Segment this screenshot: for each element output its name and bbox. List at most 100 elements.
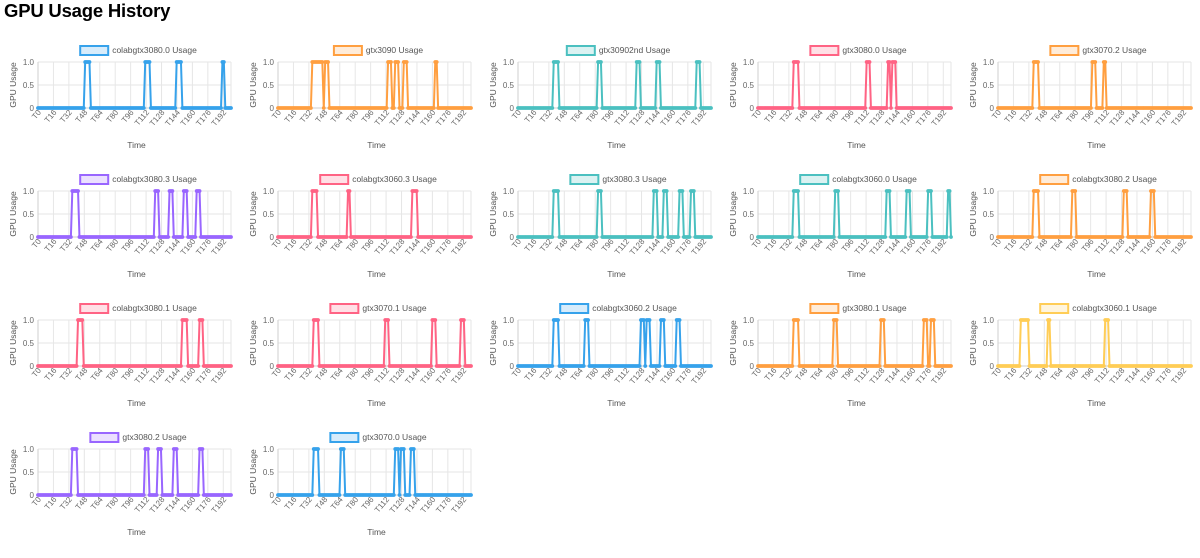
data-point <box>594 235 599 239</box>
x-tick-label: T80 <box>584 237 600 254</box>
x-tick-label: T32 <box>778 366 794 383</box>
data-point <box>1106 318 1110 322</box>
x-tick-label: T80 <box>344 237 360 254</box>
legend: gtx3070.2 Usage <box>1049 45 1147 56</box>
x-tick-label: T160 <box>179 366 198 386</box>
legend-label: gtx3080.3 Usage <box>602 174 667 184</box>
x-tick-label: T64 <box>89 108 105 125</box>
data-point <box>594 106 599 110</box>
x-tick-label: T128 <box>148 495 167 515</box>
y-tick-label: 0 <box>30 104 35 113</box>
x-tick-label: T16 <box>43 108 59 125</box>
data-point <box>391 106 396 110</box>
x-tick-label: T48 <box>554 237 570 254</box>
legend: colabgtx3080.1 Usage <box>79 303 197 314</box>
x-tick-label: T160 <box>1139 108 1158 128</box>
x-tick-label: T128 <box>388 108 407 128</box>
data-point <box>197 189 202 193</box>
gpu-chart: 0 0.5 1.0 T0 T16 T32 T48 T64 T80 T96 T112 T128 T144 T… <box>240 300 480 429</box>
data-point <box>680 189 685 193</box>
legend: gtx3080.3 Usage <box>569 174 667 185</box>
x-tick-label: T32 <box>538 237 554 254</box>
x-tick-label: T64 <box>329 237 345 254</box>
x-tick-label: T192 <box>210 366 229 386</box>
x-tick-label: T128 <box>868 108 887 128</box>
legend-swatch <box>809 303 840 314</box>
x-tick-label: T80 <box>1064 237 1080 254</box>
data-point <box>469 235 473 239</box>
data-point <box>404 60 409 64</box>
legend-label: gtx3090 Usage <box>366 45 423 55</box>
legend-swatch <box>79 174 110 185</box>
x-tick-label: T112 <box>133 495 152 515</box>
x-tick-label: T176 <box>434 495 453 515</box>
x-tick-label: T48 <box>314 366 330 383</box>
x-tick-label: T144 <box>403 495 422 515</box>
data-point <box>310 364 315 368</box>
data-point <box>173 106 178 110</box>
y-axis-title: GPU Usage <box>8 449 18 495</box>
x-tick-label: T16 <box>523 237 539 254</box>
y-tick-label: 1.0 <box>983 316 995 325</box>
chart-svg: 00.51.0T0 T16 T32 T48 T64 T80 T96T112T128T144T… <box>8 174 233 279</box>
x-tick-label: T176 <box>194 495 213 515</box>
data-point <box>581 364 586 368</box>
y-tick-label: 1.0 <box>983 187 995 196</box>
x-tick-label: T192 <box>450 495 469 515</box>
x-tick-label: T144 <box>643 237 662 257</box>
x-tick-label: T160 <box>419 366 438 386</box>
data-point <box>924 318 929 322</box>
chart-svg: 00.51.0T0 T16 T32 T48 T64 T80 T96T112T128T144T… <box>728 45 953 150</box>
legend-label: gtx3070.0 Usage <box>362 432 427 442</box>
x-tick-label: T160 <box>419 495 438 515</box>
x-axis-title: Time <box>127 398 146 408</box>
data-point <box>1036 60 1040 64</box>
x-tick-label: T176 <box>914 108 933 128</box>
data-point <box>550 106 555 110</box>
data-point <box>836 189 840 193</box>
x-tick-label: T144 <box>403 108 422 128</box>
x-tick-label: T160 <box>1139 366 1158 386</box>
x-tick-label: T112 <box>373 366 392 386</box>
x-tick-label: T192 <box>210 495 229 515</box>
data-point <box>184 189 189 193</box>
x-tick-label: T32 <box>538 108 554 125</box>
data-point <box>884 106 889 110</box>
y-axis-title: GPU Usage <box>248 62 258 108</box>
x-tick-label: T64 <box>1049 108 1065 125</box>
y-tick-label: 0.5 <box>743 210 755 219</box>
legend-label: gtx3070.2 Usage <box>1082 45 1147 55</box>
data-point <box>949 364 953 368</box>
x-tick-label: T16 <box>283 237 299 254</box>
y-tick-label: 1.0 <box>983 58 995 67</box>
data-point <box>229 493 233 497</box>
y-tick-label: 0 <box>30 362 35 371</box>
y-axis-title: GPU Usage <box>248 449 258 495</box>
x-tick-label: T144 <box>883 366 902 386</box>
data-point <box>74 364 79 368</box>
y-tick-label: 1.0 <box>263 316 275 325</box>
x-tick-label: T176 <box>1154 366 1173 386</box>
x-tick-label: T192 <box>930 366 949 386</box>
gpu-chart: 0 0.5 1.0 T0 T16 T32 T48 T64 T80 T96 T112 T128 T144 T… <box>720 171 960 300</box>
x-tick-label: T48 <box>1034 108 1050 125</box>
data-point <box>657 60 662 64</box>
legend: colabgtx3060.3 Usage <box>319 174 437 185</box>
data-point <box>927 364 932 368</box>
data-point <box>166 235 171 239</box>
data-point <box>1030 106 1035 110</box>
x-tick-label: T160 <box>419 108 438 128</box>
legend: gtx3080.0 Usage <box>809 45 907 56</box>
x-tick-label: T192 <box>690 237 709 257</box>
x-tick-label: T144 <box>1123 366 1142 386</box>
x-axis-title: Time <box>127 527 146 537</box>
data-point <box>219 106 223 110</box>
x-tick-label: T32 <box>778 108 794 125</box>
data-point <box>170 189 175 193</box>
x-tick-label: T144 <box>883 237 902 257</box>
y-tick-label: 1.0 <box>23 58 35 67</box>
gpu-chart: 0 0.5 1.0 T0 T16 T32 T48 T64 T80 T96 T112 T128 T144 T… <box>480 300 720 429</box>
x-tick-label: T32 <box>298 366 314 383</box>
x-tick-label: T192 <box>1170 237 1189 257</box>
y-axis-title: GPU Usage <box>968 62 978 108</box>
